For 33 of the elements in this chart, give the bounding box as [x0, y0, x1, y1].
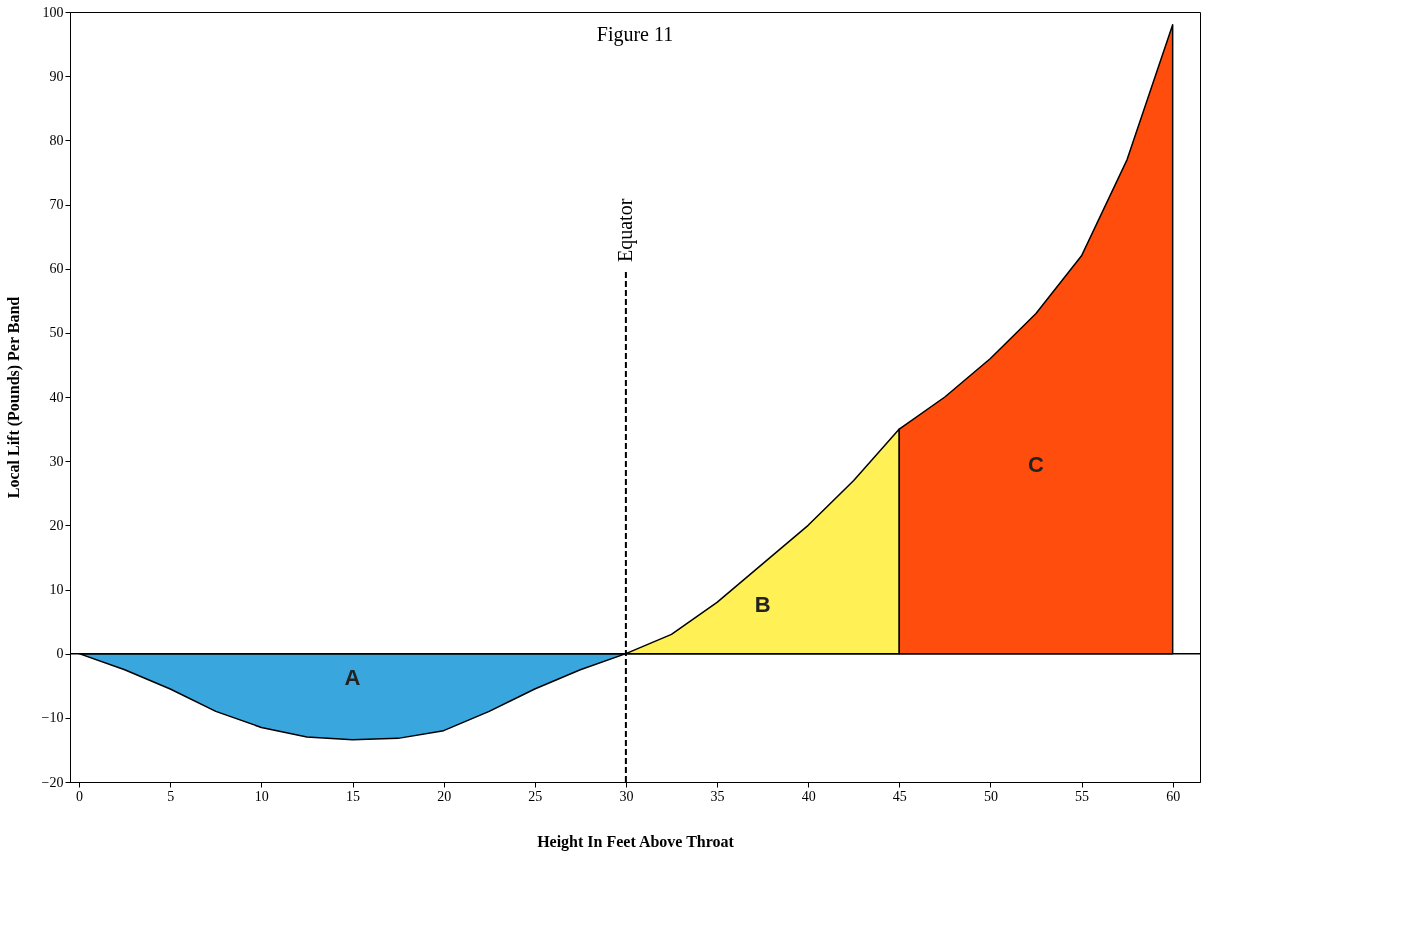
x-tick-label: 10 — [254, 788, 269, 804]
y-tick-label: 40 — [49, 389, 64, 405]
x-tick-label: 0 — [76, 788, 84, 804]
x-tick-label: 25 — [528, 788, 543, 804]
series-label: A — [344, 664, 361, 690]
series-label: B — [754, 591, 771, 617]
x-tick-label: 35 — [710, 788, 725, 804]
y-tick-label: 60 — [49, 261, 64, 277]
y-tick-label: −20 — [41, 774, 64, 790]
series-label: C — [1028, 452, 1045, 478]
y-tick-label: 20 — [49, 517, 64, 533]
y-tick-label: 30 — [49, 453, 64, 469]
x-tick-label: 55 — [1075, 788, 1090, 804]
y-tick-label: −10 — [41, 710, 64, 726]
text: Figure 11 — [596, 23, 674, 46]
y-tick-label: 10 — [49, 582, 64, 597]
x-tick-label: 20 — [437, 788, 452, 804]
x-axis-title: Height In Feet Above Throat — [537, 832, 735, 851]
x-tick-label: 30 — [619, 788, 634, 804]
x-tick-label: 50 — [983, 788, 998, 804]
y-tick-label: 0 — [56, 646, 64, 662]
y-tick-label: 50 — [49, 325, 64, 341]
y-tick-label: 100 — [42, 4, 64, 20]
x-tick-label: 45 — [892, 788, 907, 804]
y-tick-label: 80 — [49, 132, 64, 148]
ref-line-label: Equator — [613, 198, 637, 262]
y-tick-label: 70 — [49, 197, 64, 212]
x-tick-label: 15 — [346, 788, 360, 804]
y-axis-title: Local Lift (Pounds) Per Band — [4, 296, 23, 499]
x-tick-label: 5 — [167, 788, 175, 804]
y-tick-label: 90 — [49, 68, 64, 84]
x-tick-label: 60 — [1166, 788, 1181, 804]
x-tick-label: 40 — [801, 788, 816, 804]
